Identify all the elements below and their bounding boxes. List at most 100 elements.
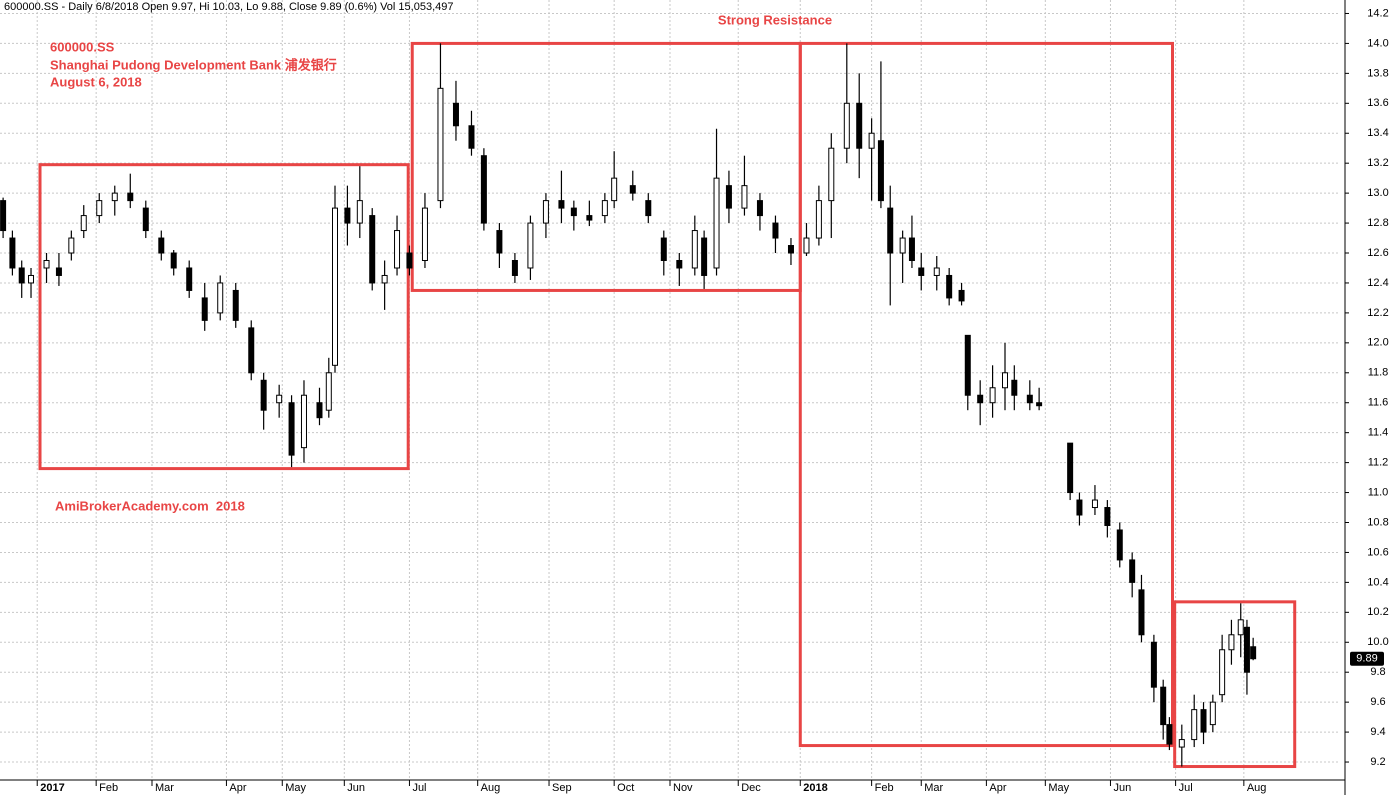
x-tick-label: Jul [412, 782, 426, 794]
candle-body [527, 222, 534, 269]
zones [38, 41, 1297, 769]
candle-body [9, 237, 16, 269]
candle-body [158, 237, 165, 254]
candle-body [586, 215, 593, 221]
y-tick-label: 10.0 [1367, 636, 1388, 648]
y-tick-label: 13.8 [1367, 67, 1388, 79]
grid [0, 0, 1340, 780]
x-tick-label: Dec [741, 782, 761, 794]
y-tick-label: 10.2 [1367, 606, 1388, 618]
y-tick-label: 13.2 [1367, 157, 1388, 169]
candle-body [725, 185, 732, 209]
candle-body [772, 222, 779, 239]
candle-body [344, 207, 351, 224]
x-tick-label: Mar [155, 782, 174, 794]
candle-body [421, 207, 428, 261]
candle-body [288, 402, 295, 456]
candle-body [611, 177, 618, 202]
candle-body [142, 207, 149, 232]
x-tick-label: Jun [1113, 782, 1131, 794]
candle-body [1228, 634, 1235, 651]
candle-body [1129, 559, 1136, 583]
candle-body [452, 102, 459, 127]
candle-body [1243, 626, 1250, 673]
x-tick-label: Feb [99, 782, 118, 794]
candle-body [127, 192, 134, 202]
candle-body [1002, 372, 1008, 389]
candle-body [28, 274, 35, 284]
candle-body [645, 200, 652, 217]
candle-body [18, 267, 25, 284]
candle-body [1191, 709, 1198, 741]
candle-body [68, 237, 75, 254]
candle-body [325, 372, 332, 411]
candle-body [868, 132, 875, 149]
candle-body [1166, 724, 1173, 745]
x-tick-label: Jul [1179, 782, 1193, 794]
candle-body [1036, 402, 1043, 407]
zone [38, 163, 410, 471]
y-tick-label: 14.0 [1367, 37, 1388, 49]
candle-body [356, 200, 363, 224]
y-tick-label: 9.4 [1370, 726, 1385, 738]
candle-body [958, 289, 965, 302]
candle-body [887, 207, 894, 254]
candle-body [629, 185, 636, 194]
candle-body [0, 200, 7, 232]
candle-body [601, 200, 608, 217]
candle-body [111, 192, 118, 202]
candle-body [1104, 507, 1111, 526]
candle-body [803, 237, 810, 254]
candle-body [918, 267, 925, 276]
x-tick-label: Aug [1247, 782, 1267, 794]
last-price-box [1350, 651, 1384, 666]
y-tick-label: 10.6 [1367, 546, 1388, 558]
candle-body [570, 207, 577, 217]
candle-body [381, 274, 388, 284]
y-tick-label: 11.0 [1368, 486, 1389, 498]
last-price-label: 9.89 [1356, 653, 1377, 665]
x-tick-label: Apr [989, 782, 1006, 794]
candle-body [660, 237, 667, 261]
candle-body [877, 140, 884, 202]
annotation: August 6, 2018 [50, 74, 142, 89]
candle-body [946, 274, 953, 299]
candle-body [713, 177, 720, 269]
y-tick-label: 10.4 [1367, 576, 1388, 588]
x-tick-label: May [285, 782, 306, 794]
x-tick-label: Mar [924, 782, 943, 794]
candle-body [437, 87, 444, 202]
candle-body [80, 215, 87, 232]
candle-body [55, 267, 62, 276]
candle-body [1209, 701, 1216, 726]
candle-body [201, 297, 208, 321]
annotation: Shanghai Pudong Development Bank 浦发银行 [50, 57, 337, 72]
candle-body [1178, 739, 1185, 748]
candle-body [300, 394, 307, 449]
x-tick-label: Jun [347, 782, 365, 794]
header: 600000.SS - Daily 6/8/2018 Open 9.97, Hi… [4, 1, 453, 13]
candle-body [496, 230, 503, 254]
x-tick-label: Nov [673, 782, 693, 794]
chart-title: Strong Resistance [718, 12, 832, 27]
candle-body [676, 259, 683, 269]
candle-body [1250, 646, 1257, 660]
candle-body [1067, 442, 1074, 494]
y-tick-label: 10.8 [1367, 516, 1388, 528]
y-tick-label: 11.8 [1368, 367, 1389, 379]
candle-body [480, 155, 487, 224]
zone [1173, 600, 1297, 769]
candle-body [1200, 709, 1207, 733]
candle-body [332, 207, 338, 366]
x-tick-label: Sep [552, 782, 572, 794]
watermark: AmiBrokerAcademy.com 2018 [55, 498, 245, 513]
zone [798, 41, 1174, 748]
x-tick-label: Aug [481, 782, 501, 794]
y-tick-label: 13.4 [1367, 127, 1388, 139]
candle-body [1160, 686, 1167, 726]
y-tick-label: 11.2 [1368, 457, 1389, 469]
y-tick-label: 11.6 [1368, 397, 1389, 409]
candle-body [964, 334, 971, 396]
y-tick-label: 12.8 [1367, 217, 1388, 229]
